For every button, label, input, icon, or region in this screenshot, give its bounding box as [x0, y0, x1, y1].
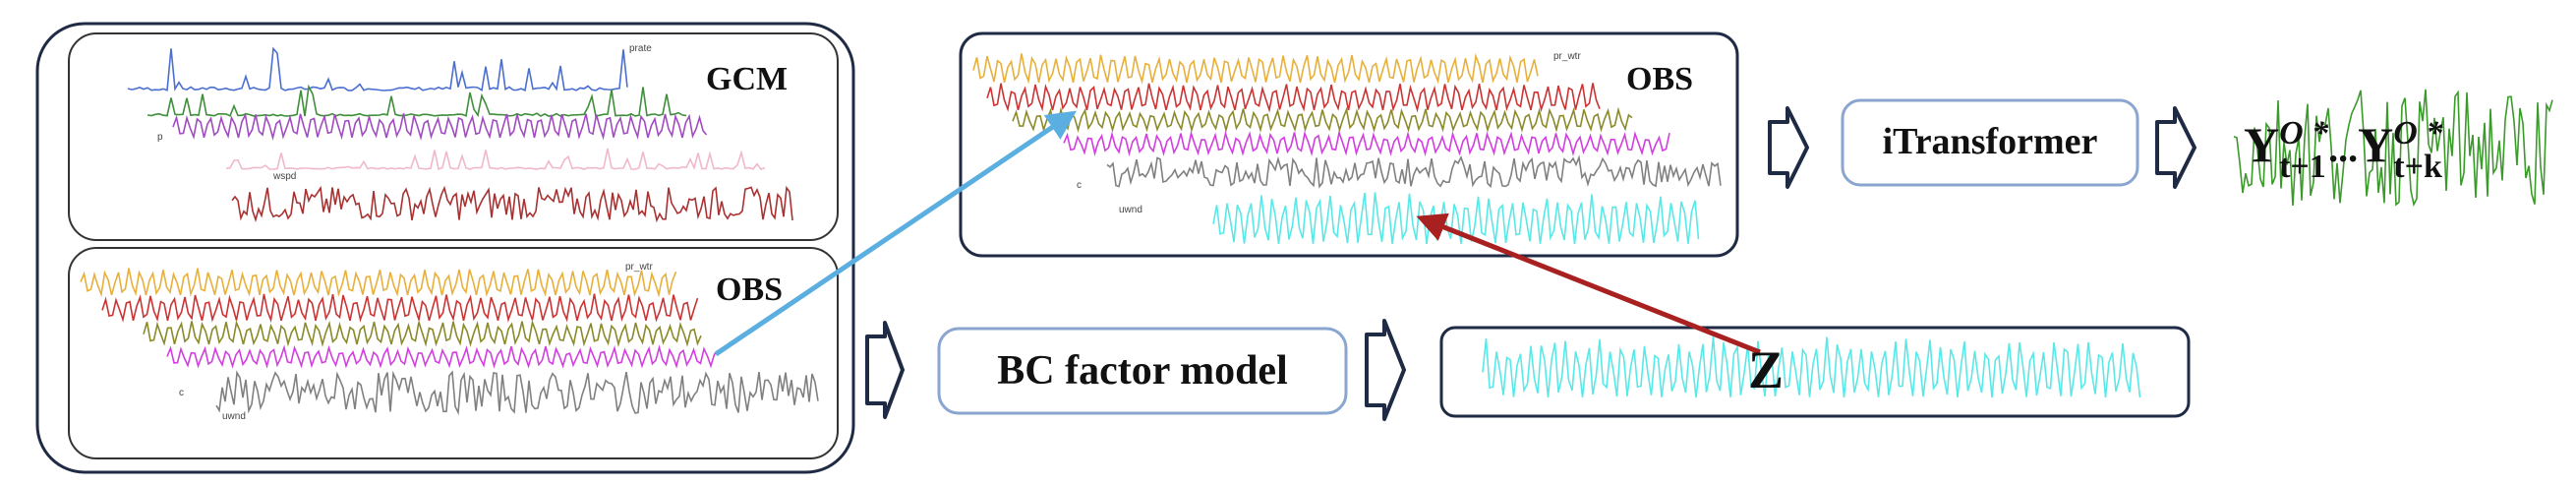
output-y1-sub: t+1: [2279, 148, 2326, 185]
left-obs-series-group: [80, 268, 819, 416]
gcm-series-3: [172, 112, 708, 142]
top-obs-title: OBS: [1626, 61, 1694, 97]
hollow-arrow-to-bc: [865, 321, 905, 419]
top-obs-series-5: [1106, 154, 1722, 189]
gcm-legend-2: p: [157, 132, 163, 143]
output-y1-sup: O *: [2279, 114, 2329, 152]
gcm-series-5: [231, 185, 793, 223]
output-y1-base: Y: [2244, 117, 2280, 172]
z-label: Z: [1748, 340, 1785, 399]
output-yk-sup: O *: [2393, 114, 2443, 152]
top-obs-legend-1: pr_wtr: [1553, 51, 1581, 62]
left-obs-series-2: [101, 293, 699, 324]
gcm-box: [68, 32, 839, 241]
left-obs-box: [68, 247, 839, 459]
output-ellipsis: ...: [2328, 126, 2359, 170]
left-obs-series-4: [166, 344, 719, 369]
itransformer-box: [1841, 98, 2139, 187]
red-arrow: [1416, 213, 1761, 355]
itransformer-label: iTransformer: [1882, 121, 2098, 162]
top-obs-series-group: [972, 53, 1722, 245]
hollow-arrow-to-output: [2155, 106, 2196, 189]
output-yk-base: Y: [2358, 117, 2394, 172]
top-obs-box: [959, 31, 1739, 258]
hollow-arrow-to-z: [1365, 319, 1406, 421]
gcm-legend-3: wspd: [273, 171, 297, 182]
left-outer-box: [35, 22, 855, 474]
gcm-series-group: [127, 46, 793, 223]
top-obs-legend-2: c: [1077, 180, 1082, 191]
gcm-series-1: [127, 46, 628, 92]
gcm-series-2: [146, 84, 687, 118]
blue-arrow: [714, 110, 1077, 357]
top-obs-series-1: [972, 53, 1539, 85]
output-yk-sub: t+k: [2393, 148, 2442, 185]
left-obs-series-5: [215, 370, 819, 416]
gcm-series-4: [225, 148, 766, 170]
left-obs-legend-1: pr_wtr: [625, 262, 653, 273]
top-obs-series-6: [1212, 192, 1700, 245]
gcm-legend-1: prate: [629, 43, 652, 54]
top-obs-legend-3: uwnd: [1119, 205, 1142, 215]
left-obs-legend-2: c: [179, 388, 184, 398]
output-series-group: [2233, 89, 2553, 208]
top-obs-series-4: [1063, 129, 1670, 157]
top-obs-series-2: [986, 83, 1601, 113]
z-series-group: [1482, 336, 2141, 398]
left-obs-legend-3: uwnd: [222, 411, 246, 422]
bc-factor-model-label: BC factor model: [997, 348, 1288, 394]
bc-factor-model-box: [937, 327, 1348, 415]
output-series-line: [2233, 89, 2553, 208]
z-series-line: [1482, 336, 2141, 398]
z-box: [1439, 326, 2191, 418]
left-obs-series-1: [80, 268, 677, 298]
left-obs-title: OBS: [716, 272, 784, 308]
top-obs-series-3: [1012, 106, 1633, 134]
gcm-title: GCM: [706, 61, 789, 97]
hollow-arrow-to-itransformer: [1768, 106, 1809, 189]
left-obs-series-3: [143, 319, 702, 347]
